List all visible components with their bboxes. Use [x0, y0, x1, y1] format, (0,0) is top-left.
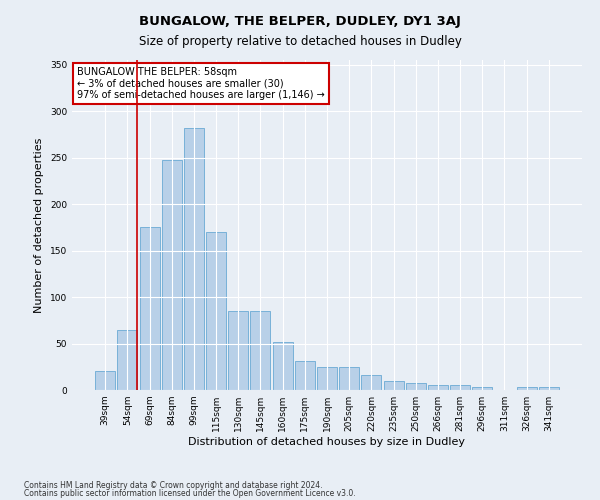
X-axis label: Distribution of detached houses by size in Dudley: Distribution of detached houses by size … [188, 437, 466, 447]
Bar [118, 330, 137, 390]
Bar [428, 386, 448, 390]
Bar [140, 228, 160, 390]
Y-axis label: Number of detached properties: Number of detached properties [34, 138, 44, 312]
Bar [383, 380, 404, 390]
Text: BUNGALOW, THE BELPER, DUDLEY, DY1 3AJ: BUNGALOW, THE BELPER, DUDLEY, DY1 3AJ [139, 15, 461, 28]
Bar [250, 311, 271, 390]
Bar [272, 342, 293, 390]
Bar [95, 372, 115, 390]
Bar [361, 375, 382, 390]
Bar [539, 387, 559, 390]
Bar [162, 160, 182, 390]
Bar [472, 387, 492, 390]
Bar [517, 387, 536, 390]
Text: Size of property relative to detached houses in Dudley: Size of property relative to detached ho… [139, 35, 461, 48]
Bar [450, 386, 470, 390]
Bar [339, 367, 359, 390]
Text: Contains HM Land Registry data © Crown copyright and database right 2024.: Contains HM Land Registry data © Crown c… [24, 480, 323, 490]
Bar [406, 384, 426, 390]
Bar [228, 311, 248, 390]
Bar [206, 232, 226, 390]
Bar [317, 367, 337, 390]
Bar [184, 128, 204, 390]
Text: BUNGALOW THE BELPER: 58sqm
← 3% of detached houses are smaller (30)
97% of semi-: BUNGALOW THE BELPER: 58sqm ← 3% of detac… [77, 66, 325, 100]
Text: Contains public sector information licensed under the Open Government Licence v3: Contains public sector information licen… [24, 489, 356, 498]
Bar [295, 361, 315, 390]
